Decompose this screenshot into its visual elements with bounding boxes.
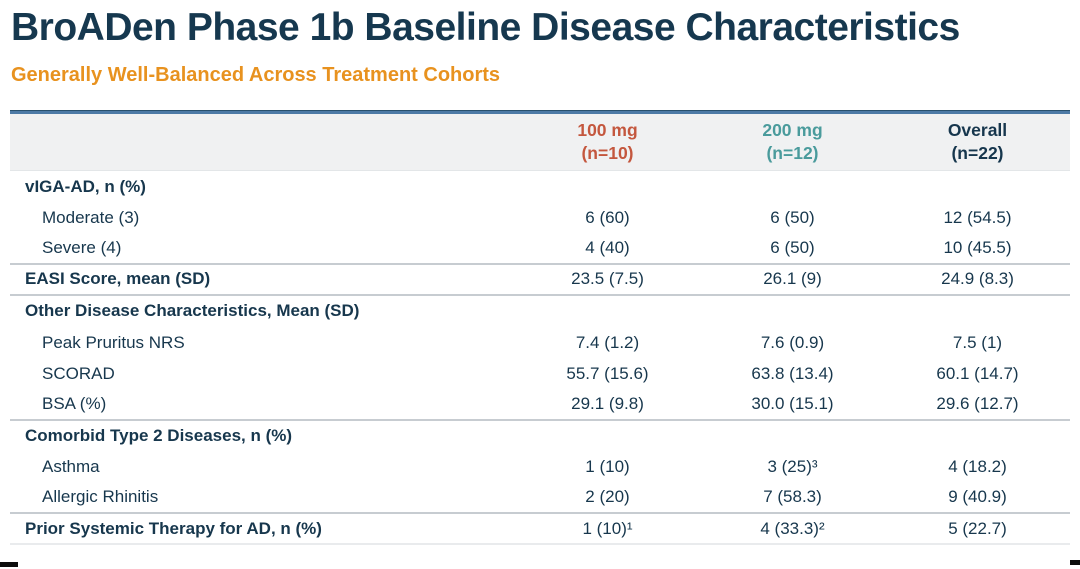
video-scrubber-mark-right [1070,560,1080,565]
table-row: Peak Pruritus NRS 7.4 (1.2) 7.6 (0.9) 7.5 (… [10,326,1070,359]
table-row: Other Disease Characteristics, Mean (SD) [10,295,1070,327]
cell-overall: 10 (45.5) [943,237,1012,257]
cell-100mg: 29.1 (9.8) [571,393,644,413]
column-header-100mg: 100 mg (n=10) [515,119,700,165]
row-label: Prior Systemic Therapy for AD, n (%) [25,518,322,538]
table-header-row: 100 mg (n=10) 200 mg (n=12) Overall (n=22) [10,114,1070,171]
cell-overall: 24.9 (8.3) [941,269,1014,289]
row-label: BSA (%) [42,393,107,413]
cell-200mg: 7 (58.3) [763,487,822,507]
cell-200mg: 6 (50) [770,237,815,257]
table-row: vIGA-AD, n (%) [10,171,1070,203]
cell-100mg: 1 (10) [585,457,630,477]
row-label: Peak Pruritus NRS [42,332,185,352]
row-label: Comorbid Type 2 Diseases, n (%) [25,426,293,446]
cell-overall: 60.1 (14.7) [936,363,1019,383]
column-n-count: (n=10) [581,143,634,163]
cell-100mg: 4 (40) [585,237,630,257]
column-label: Overall [947,120,1008,141]
cell-overall: 9 (40.9) [948,487,1007,507]
table-row: Severe (4) 4 (40) 6 (50) 10 (45.5) [10,233,1070,265]
row-label: Allergic Rhinitis [42,487,159,507]
cell-100mg: 2 (20) [585,487,630,507]
column-header-200mg: 200 mg (n=12) [700,119,885,165]
table-accent-line [10,110,1070,114]
cell-200mg: 26.1 (9) [763,269,822,289]
table-row: EASI Score, mean (SD) 23.5 (7.5) 26.1 (9) 2… [10,264,1070,296]
cell-100mg: 1 (10)¹ [582,518,633,538]
column-n-count: (n=12) [766,143,819,163]
row-label: Other Disease Characteristics, Mean (SD) [25,301,360,321]
cell-100mg: 23.5 (7.5) [571,269,644,289]
table-body: vIGA-AD, n (%) Moderate (3) 6 (60) 6 (50) 12… [10,171,1070,546]
cell-overall: 7.5 (1) [952,332,1003,352]
column-label: 200 mg [762,120,823,141]
table-row: Moderate (3) 6 (60) 6 (50) 12 (54.5) [10,202,1070,234]
cell-200mg: 4 (33.3)² [760,518,825,538]
row-label: EASI Score, mean (SD) [25,269,211,289]
cell-200mg: 7.6 (0.9) [760,332,825,352]
cell-overall: 29.6 (12.7) [936,393,1019,413]
cell-100mg: 6 (60) [585,207,630,227]
column-n-count: (n=22) [951,143,1004,163]
cell-200mg: 3 (25)³ [767,457,818,477]
row-label: Moderate (3) [42,207,140,227]
cell-200mg: 6 (50) [770,207,815,227]
cell-200mg: 30.0 (15.1) [751,393,834,413]
column-header-overall: Overall (n=22) [885,119,1070,165]
cell-overall: 12 (54.5) [943,207,1012,227]
row-label: SCORAD [42,363,115,383]
table-row: BSA (%) 29.1 (9.8) 30.0 (15.1) 29.6 (12.7) [10,389,1070,421]
page-subtitle: Generally Well-Balanced Across Treatment… [11,64,501,86]
row-label: vIGA-AD, n (%) [25,176,146,196]
cell-200mg: 63.8 (13.4) [751,363,834,383]
row-label: Severe (4) [42,237,122,257]
column-label: 100 mg [577,120,638,141]
cell-overall: 5 (22.7) [948,518,1007,538]
table-row: Allergic Rhinitis 2 (20) 7 (58.3) 9 (40.9) [10,482,1070,515]
table-row: Asthma 1 (10) 3 (25)³ 4 (18.2) [10,451,1070,483]
cell-overall: 4 (18.2) [948,457,1007,477]
table-row: Prior Systemic Therapy for AD, n (%) 1 (1… [10,514,1070,546]
row-label: Asthma [42,457,100,477]
baseline-characteristics-table: 100 mg (n=10) 200 mg (n=12) Overall (n=22) vI… [10,110,1070,546]
table-row: SCORAD 55.7 (15.6) 63.8 (13.4) 60.1 (14.7) [10,358,1070,390]
page-title: BroADen Phase 1b Baseline Disease Charac… [11,6,960,49]
cell-100mg: 55.7 (15.6) [566,363,649,383]
cell-100mg: 7.4 (1.2) [575,332,640,352]
table-row: Comorbid Type 2 Diseases, n (%) [10,420,1070,452]
video-scrubber-mark-left [0,562,18,567]
